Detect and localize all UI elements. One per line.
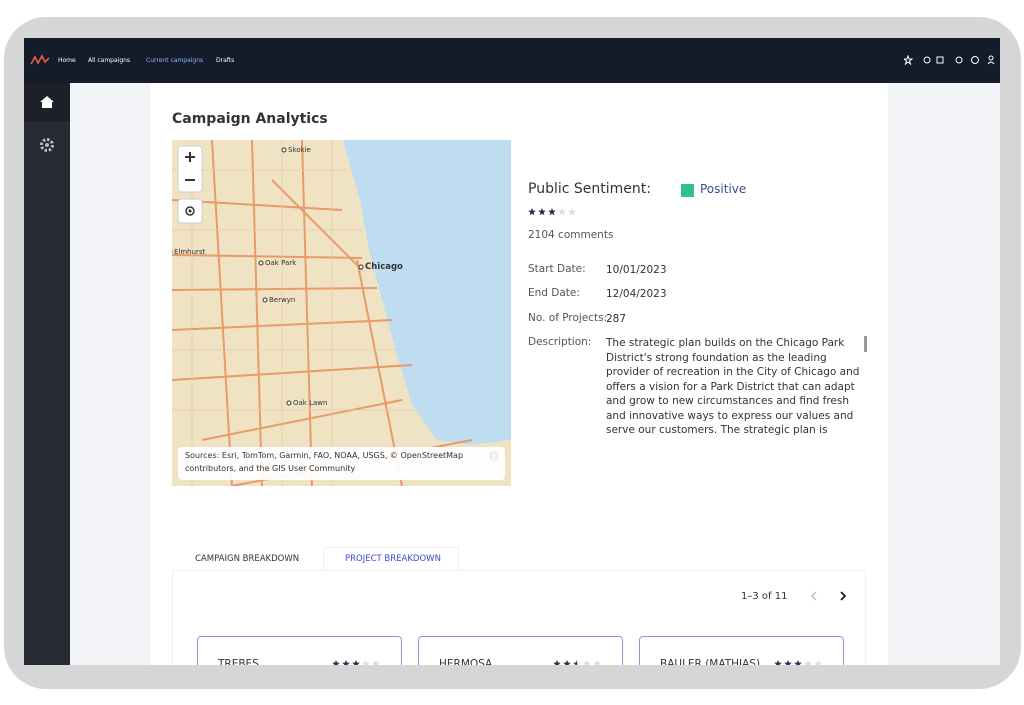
map-dot	[358, 264, 364, 270]
toolbar-icons	[904, 55, 995, 65]
detail-value: The strategic plan builds on the Chicago…	[606, 337, 860, 436]
star-empty	[568, 208, 576, 216]
page-title: Campaign Analytics	[172, 111, 328, 127]
nav-all[interactable]: All campaigns	[88, 57, 131, 64]
project-card[interactable]: HERMOSAPositiveEndorsement %: 62.63%	[418, 636, 623, 665]
detail-value: 287	[606, 313, 627, 325]
sentiment-value: Positive	[700, 182, 747, 196]
map-label: Skokie	[288, 146, 311, 154]
logo	[30, 54, 50, 65]
active-tab-box	[323, 547, 459, 571]
star-empty	[362, 660, 370, 665]
detail-value: 10/01/2023	[606, 264, 667, 276]
project-name: BAULER (MATHIAS)	[660, 658, 761, 665]
map-label: Oak Park	[265, 259, 297, 267]
scrollbar	[864, 336, 867, 352]
project-rating	[774, 660, 822, 665]
map-dot	[281, 147, 287, 153]
map-attribution: Sources: Esri, TomTom, Garmin, FAO, NOAA…	[185, 451, 464, 473]
detail-label: Description:	[528, 336, 592, 348]
map-label: Elmhurst	[174, 248, 206, 256]
side-settings[interactable]	[37, 135, 57, 155]
star-rating	[553, 660, 601, 665]
star-full	[784, 660, 792, 665]
sidebar	[24, 83, 70, 665]
star-full	[573, 660, 577, 665]
map-dot	[258, 260, 264, 266]
star-empty	[558, 208, 566, 216]
star-full	[794, 660, 802, 665]
star-rating	[528, 208, 576, 216]
star-empty	[814, 660, 822, 665]
project-name: HERMOSA	[439, 658, 493, 665]
star-full	[342, 660, 350, 665]
sentiment-label: Public Sentiment:	[528, 181, 651, 197]
map[interactable]: Skokie Elmhurst Oak Park Chicago Berwyn Oak L…	[172, 140, 511, 486]
map-label: Berwyn	[269, 296, 295, 304]
detail-label: No. of Projects:	[528, 312, 608, 324]
star-full	[352, 660, 360, 665]
star-full	[774, 660, 782, 665]
star-full	[563, 660, 571, 665]
sentiment-rating	[528, 208, 576, 216]
project-card[interactable]: TREBESPositiveEndorsement %: 70.81%	[197, 636, 402, 665]
star-full	[538, 208, 546, 216]
map-dot	[262, 297, 268, 303]
star-full	[548, 208, 556, 216]
screen: Home All campaigns Current campaigns Dra…	[24, 38, 1000, 665]
top-bar: Home All campaigns Current campaigns Dra…	[24, 38, 1000, 83]
map-label: Chicago	[365, 262, 403, 272]
project-card[interactable]: BAULER (MATHIAS)PositiveEndorsement %: 6…	[639, 636, 844, 665]
detail-label: End Date:	[528, 287, 580, 299]
side-home[interactable]	[24, 83, 70, 121]
map-dot	[286, 400, 292, 406]
comments: 2104 comments	[528, 229, 614, 241]
star-rating	[332, 660, 380, 665]
pagination: 1–3 of 11	[741, 591, 788, 602]
pager-arrows[interactable]	[808, 589, 848, 603]
project-name: TREBES	[218, 658, 259, 665]
tab-active[interactable]: PROJECT BREAKDOWN	[345, 554, 441, 564]
star-empty	[804, 660, 812, 665]
detail-value: 12/04/2023	[606, 288, 667, 300]
map-label: Oak Lawn	[293, 399, 327, 407]
detail-label: Start Date:	[528, 263, 586, 275]
nav-home[interactable]: Home	[58, 57, 76, 64]
project-rating	[332, 660, 380, 665]
project-rating	[553, 660, 601, 665]
content-card: Campaign Analytics Skokie Elmhurst Oak Par…	[150, 83, 888, 665]
star-empty	[372, 660, 380, 665]
breakdown-panel	[172, 570, 866, 665]
star-rating	[774, 660, 822, 665]
star-full	[528, 208, 536, 216]
star-full	[332, 660, 340, 665]
star-empty	[593, 660, 601, 665]
star-empty	[583, 660, 591, 665]
star-full	[553, 660, 561, 665]
nav-drafts[interactable]: Drafts	[216, 57, 235, 64]
sentiment-swatch	[681, 184, 694, 197]
tab[interactable]: CAMPAIGN BREAKDOWN	[195, 554, 300, 564]
nav-current[interactable]: Current campaigns	[146, 57, 204, 64]
